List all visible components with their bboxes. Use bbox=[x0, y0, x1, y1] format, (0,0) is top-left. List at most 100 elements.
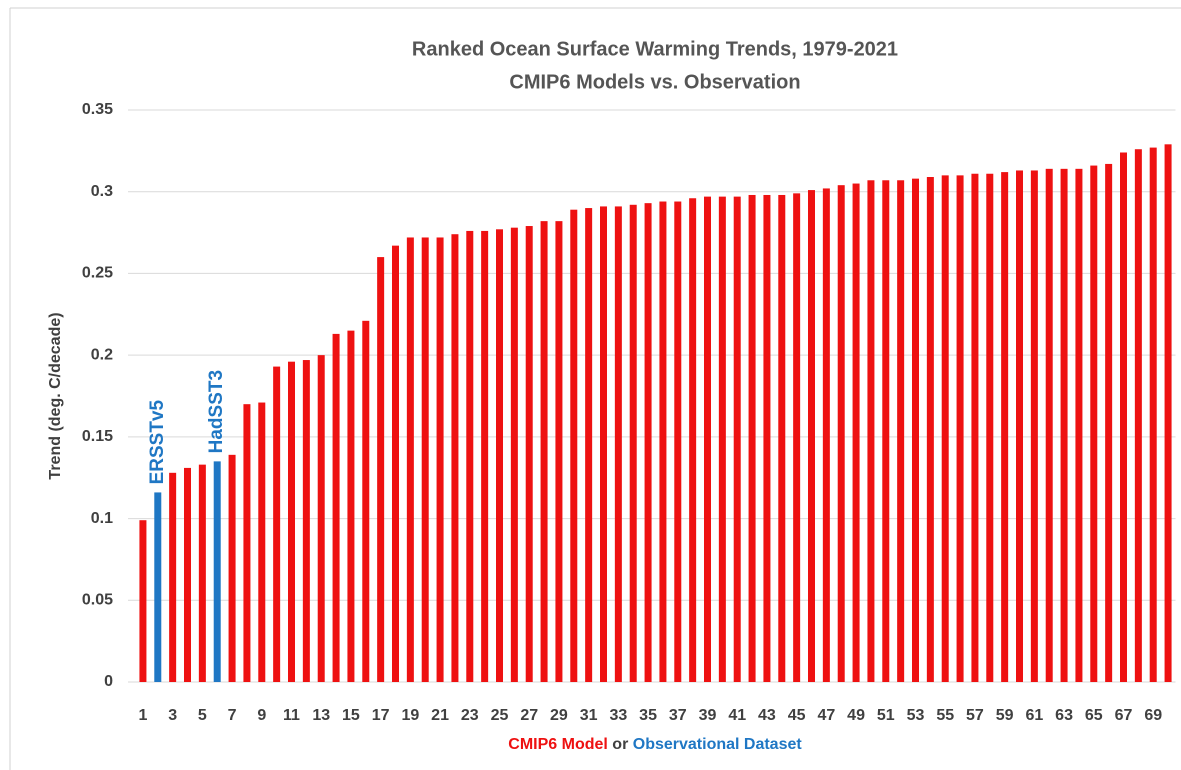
x-axis-title-part: or bbox=[612, 736, 628, 753]
bar bbox=[540, 221, 548, 683]
bar bbox=[555, 221, 563, 683]
y-tick-label: 0.15 bbox=[82, 428, 113, 445]
bar bbox=[213, 461, 221, 682]
bar bbox=[1164, 144, 1172, 682]
annotation: HadSST3 bbox=[206, 370, 227, 453]
x-tick-label: 21 bbox=[431, 707, 449, 724]
bar bbox=[1045, 168, 1053, 682]
bar bbox=[421, 237, 429, 682]
bar bbox=[406, 237, 414, 682]
bar bbox=[629, 204, 637, 682]
bar bbox=[1001, 172, 1009, 683]
bar bbox=[956, 175, 964, 682]
x-tick-label: 19 bbox=[401, 707, 419, 724]
x-tick-label: 63 bbox=[1055, 707, 1073, 724]
bar bbox=[585, 208, 593, 683]
bar bbox=[778, 194, 786, 683]
x-tick-label: 51 bbox=[877, 707, 895, 724]
bar bbox=[288, 361, 295, 682]
bar bbox=[971, 173, 979, 683]
bar bbox=[362, 320, 370, 682]
bar bbox=[912, 178, 919, 682]
x-tick-label: 29 bbox=[550, 707, 568, 724]
bar bbox=[793, 193, 801, 682]
x-tick-label: 67 bbox=[1115, 707, 1133, 724]
bar bbox=[704, 196, 711, 683]
x-tick-label: 41 bbox=[728, 707, 746, 724]
x-tick-label: 13 bbox=[312, 707, 330, 724]
bar bbox=[317, 355, 325, 682]
bar bbox=[273, 366, 281, 682]
y-tick-label: 0.25 bbox=[82, 265, 113, 282]
bar bbox=[614, 206, 622, 682]
y-tick-label: 0.3 bbox=[91, 183, 113, 200]
bar bbox=[659, 201, 667, 682]
bar bbox=[867, 180, 875, 682]
bar bbox=[1060, 168, 1068, 682]
x-tick-label: 37 bbox=[669, 707, 687, 724]
x-tick-label: 1 bbox=[138, 707, 147, 724]
bar bbox=[1149, 147, 1157, 683]
chart-subtitle: CMIP6 Models vs. Observation bbox=[509, 71, 800, 93]
bar bbox=[302, 360, 310, 682]
x-tick-label: 15 bbox=[342, 707, 360, 724]
bar bbox=[674, 201, 682, 682]
x-tick-label: 59 bbox=[996, 707, 1014, 724]
bar bbox=[1120, 152, 1127, 682]
bar bbox=[451, 234, 459, 682]
bar bbox=[1105, 163, 1113, 683]
bar bbox=[436, 237, 444, 682]
x-axis-title-part: Observational Dataset bbox=[633, 736, 803, 753]
bar bbox=[466, 230, 474, 683]
bar bbox=[1030, 170, 1038, 682]
bar bbox=[510, 227, 518, 682]
x-tick-label: 61 bbox=[1025, 707, 1043, 724]
y-tick-label: 0.05 bbox=[82, 592, 113, 609]
bar bbox=[258, 402, 266, 682]
bar bbox=[852, 183, 860, 683]
x-tick-label: 23 bbox=[461, 707, 479, 724]
bar bbox=[941, 175, 949, 682]
x-tick-label: 31 bbox=[580, 707, 598, 724]
bar bbox=[243, 404, 251, 682]
bar bbox=[496, 229, 503, 682]
bar bbox=[169, 472, 177, 682]
x-tick-label: 7 bbox=[228, 707, 237, 724]
x-tick-label: 25 bbox=[491, 707, 509, 724]
x-tick-label: 69 bbox=[1144, 707, 1162, 724]
x-tick-label: 27 bbox=[520, 707, 538, 724]
bar bbox=[1090, 165, 1098, 682]
x-tick-label: 57 bbox=[966, 707, 984, 724]
x-tick-label: 53 bbox=[907, 707, 925, 724]
bar bbox=[1016, 170, 1023, 682]
x-tick-label: 5 bbox=[198, 707, 207, 724]
bar bbox=[763, 194, 771, 683]
y-tick-label: 0.2 bbox=[91, 346, 113, 363]
bar bbox=[392, 245, 399, 682]
bar bbox=[347, 330, 355, 682]
bar bbox=[926, 177, 934, 682]
bar bbox=[332, 333, 340, 682]
bar bbox=[600, 206, 607, 682]
bar bbox=[986, 173, 994, 683]
bar bbox=[837, 185, 845, 683]
x-tick-label: 39 bbox=[699, 707, 717, 724]
bar bbox=[184, 467, 191, 682]
x-tick-label: 55 bbox=[936, 707, 954, 724]
bar bbox=[689, 198, 697, 682]
bar bbox=[198, 464, 206, 682]
x-tick-label: 11 bbox=[283, 707, 300, 724]
bar bbox=[808, 190, 815, 682]
bar bbox=[718, 196, 726, 683]
bar bbox=[228, 454, 236, 682]
bar bbox=[377, 257, 385, 682]
x-tick-label: 35 bbox=[639, 707, 657, 724]
x-tick-label: 45 bbox=[788, 707, 806, 724]
x-axis-title-part: CMIP6 Model bbox=[508, 736, 608, 753]
bar bbox=[1134, 149, 1142, 683]
bar bbox=[733, 196, 741, 683]
y-tick-label: 0.35 bbox=[82, 101, 113, 118]
annotation: ERSSTv5 bbox=[147, 400, 168, 485]
x-tick-label: 65 bbox=[1085, 707, 1103, 724]
bar bbox=[570, 209, 578, 683]
